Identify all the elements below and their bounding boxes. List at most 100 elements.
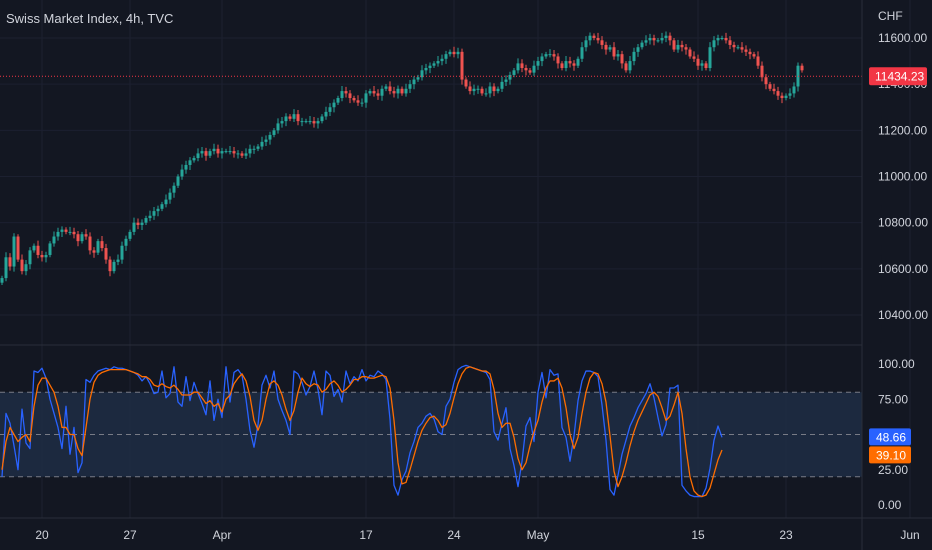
candle-body[interactable] [712, 40, 716, 48]
candle-body[interactable] [140, 222, 144, 225]
candle-body[interactable] [592, 35, 596, 38]
candle-body[interactable] [424, 68, 428, 71]
candle-body[interactable] [168, 192, 172, 200]
candle-body[interactable] [612, 47, 616, 57]
candle-body[interactable] [124, 238, 128, 246]
candle-body[interactable] [584, 40, 588, 48]
candle-body[interactable] [328, 107, 332, 112]
candle-body[interactable] [296, 114, 300, 122]
candle-body[interactable] [492, 86, 496, 92]
candle-body[interactable] [432, 63, 436, 66]
candle-body[interactable] [352, 98, 356, 101]
candle-body[interactable] [176, 176, 180, 186]
candle-body[interactable] [476, 88, 480, 90]
candle-body[interactable] [128, 231, 132, 239]
candle-body[interactable] [704, 63, 708, 69]
candle-body[interactable] [480, 88, 484, 94]
candle-body[interactable] [376, 93, 380, 96]
candle-body[interactable] [760, 65, 764, 78]
candle-body[interactable] [232, 151, 236, 154]
candle-body[interactable] [508, 74, 512, 80]
candle-body[interactable] [388, 86, 392, 92]
candle-body[interactable] [756, 56, 760, 66]
candle-body[interactable] [728, 40, 732, 45]
candle-body[interactable] [580, 47, 584, 59]
candle-body[interactable] [688, 49, 692, 57]
candle-body[interactable] [32, 245, 36, 251]
candle-body[interactable] [92, 250, 96, 253]
candle-body[interactable] [408, 84, 412, 89]
candle-body[interactable] [644, 40, 648, 43]
candle-body[interactable] [516, 63, 520, 71]
candle-body[interactable] [256, 146, 260, 149]
candle-body[interactable] [320, 116, 324, 122]
candle-body[interactable] [772, 88, 776, 92]
candle-body[interactable] [604, 44, 608, 50]
candle-body[interactable] [420, 70, 424, 78]
candle-body[interactable] [624, 63, 628, 71]
candle-body[interactable] [208, 151, 212, 156]
candle-body[interactable] [664, 35, 668, 38]
candle-body[interactable] [588, 35, 592, 41]
candle-body[interactable] [152, 211, 156, 216]
candle-body[interactable] [496, 88, 500, 92]
candle-body[interactable] [116, 259, 120, 262]
candle-body[interactable] [768, 84, 772, 89]
candle-body[interactable] [724, 38, 728, 41]
stochastic-pane[interactable] [0, 391, 862, 478]
candle-body[interactable] [20, 259, 24, 272]
candle-body[interactable] [252, 148, 256, 150]
candle-body[interactable] [68, 231, 72, 233]
candle-body[interactable] [564, 61, 568, 69]
candle-body[interactable] [12, 236, 16, 267]
candle-body[interactable] [524, 68, 528, 71]
candle-body[interactable] [324, 111, 328, 117]
candle-body[interactable] [744, 49, 748, 52]
candle-body[interactable] [300, 121, 304, 123]
candle-body[interactable] [608, 47, 612, 50]
candle-body[interactable] [144, 218, 148, 223]
candle-body[interactable] [696, 58, 700, 66]
candle-body[interactable] [0, 278, 4, 283]
candle-body[interactable] [572, 63, 576, 66]
candle-body[interactable] [640, 42, 644, 48]
candle-body[interactable] [288, 116, 292, 119]
candle-body[interactable] [456, 51, 460, 55]
candle-body[interactable] [544, 54, 548, 57]
candle-body[interactable] [72, 231, 76, 235]
candle-body[interactable] [464, 79, 468, 87]
candle-body[interactable] [316, 121, 320, 124]
candle-body[interactable] [692, 56, 696, 59]
candle-body[interactable] [200, 151, 204, 154]
candle-body[interactable] [396, 88, 400, 94]
candle-body[interactable] [56, 231, 60, 237]
candle-body[interactable] [336, 98, 340, 103]
candle-body[interactable] [88, 236, 92, 251]
candle-body[interactable] [776, 91, 780, 96]
candle-body[interactable] [616, 54, 620, 57]
candle-body[interactable] [632, 51, 636, 62]
candle-body[interactable] [576, 58, 580, 66]
candle-body[interactable] [448, 51, 452, 55]
candle-body[interactable] [84, 234, 88, 237]
candle-body[interactable] [484, 93, 488, 95]
candle-body[interactable] [452, 51, 456, 55]
candle-body[interactable] [196, 153, 200, 159]
candle-body[interactable] [304, 121, 308, 123]
candle-body[interactable] [236, 153, 240, 155]
candle-body[interactable] [212, 148, 216, 152]
candle-body[interactable] [556, 56, 560, 64]
candle-body[interactable] [264, 139, 268, 142]
candle-body[interactable] [64, 229, 68, 232]
candle-body[interactable] [48, 243, 52, 255]
candle-body[interactable] [708, 47, 712, 69]
candle-body[interactable] [80, 234, 84, 242]
candle-body[interactable] [412, 79, 416, 85]
candle-body[interactable] [340, 91, 344, 99]
candle-body[interactable] [172, 185, 176, 193]
candle-body[interactable] [512, 70, 516, 75]
candle-body[interactable] [500, 81, 504, 89]
candle-body[interactable] [504, 79, 508, 82]
candle-body[interactable] [716, 38, 720, 41]
